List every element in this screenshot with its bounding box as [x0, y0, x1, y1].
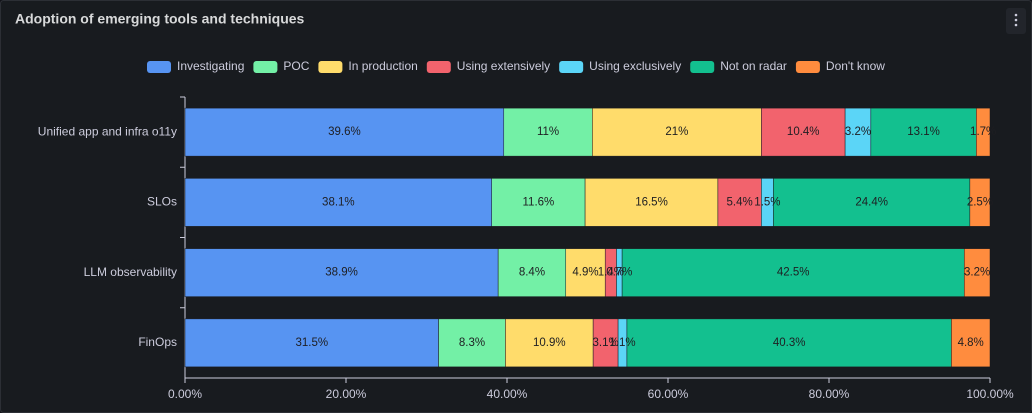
bar-segment — [969, 178, 991, 227]
bar-segment — [592, 318, 619, 368]
value-label: 4.9% — [572, 267, 598, 279]
x-tick-label: 60.00% — [648, 387, 689, 401]
bar-segment — [621, 248, 965, 297]
bar-segment — [491, 178, 586, 227]
legend-label: In production — [348, 59, 417, 73]
value-label: 16.5% — [635, 196, 668, 208]
value-label: 40.3% — [773, 337, 806, 349]
menu-dot — [1014, 13, 1018, 17]
bar-segment — [184, 248, 499, 297]
bar-segment — [951, 318, 991, 368]
value-label: 39.6% — [328, 126, 361, 138]
bar-segment — [761, 107, 846, 157]
x-tick-label: 20.00% — [326, 387, 367, 401]
bar-segment — [505, 318, 594, 368]
value-label: 8.4% — [519, 267, 545, 279]
value-label: 4.8% — [958, 337, 984, 349]
bar-segment — [184, 107, 505, 157]
bar-segment — [497, 248, 567, 297]
legend-swatch — [253, 61, 278, 73]
value-label: 38.9% — [325, 267, 358, 279]
value-label: 10.4% — [787, 126, 820, 138]
y-tick-label: Unified app and infra o11y — [38, 124, 177, 138]
value-label: 0.7% — [606, 267, 632, 279]
bar-segment — [592, 107, 762, 157]
legend-swatch — [318, 61, 343, 73]
value-label: 3.2% — [964, 267, 990, 279]
value-label: 11.6% — [523, 196, 555, 208]
value-label: 3.2% — [845, 126, 871, 138]
bar-segment — [844, 107, 872, 157]
value-label: 31.5% — [295, 337, 328, 349]
value-label: 1.5% — [754, 196, 780, 208]
value-label: 13.1% — [907, 126, 940, 138]
bar-segment — [565, 248, 606, 297]
bar-segment — [584, 178, 719, 227]
value-label: 1.1% — [609, 337, 635, 349]
legend-label: Using exclusively — [589, 59, 681, 73]
legend-swatch — [426, 61, 451, 73]
x-tick-label: 100.00% — [966, 387, 1014, 401]
legend-label: POC — [283, 59, 309, 73]
chart-title: Adoption of emerging tools and technique… — [15, 11, 305, 27]
value-label: 42.5% — [777, 267, 810, 279]
legend-swatch — [795, 61, 820, 73]
bar-segment — [626, 318, 952, 368]
bar-segment — [976, 107, 991, 157]
legend-label: Using extensively — [457, 59, 550, 73]
value-label: 1.4% — [598, 267, 624, 279]
value-label: 11% — [537, 126, 559, 138]
legend-label: Investigating — [177, 59, 244, 73]
bar-segment — [503, 107, 593, 157]
legend-swatch — [147, 61, 171, 73]
x-tick-label: 0.00% — [168, 387, 202, 401]
legend-label: Don't know — [826, 59, 885, 73]
legend-label: Not on radar — [720, 59, 787, 73]
panel-menu[interactable] — [1006, 8, 1026, 34]
bar-segment — [184, 318, 439, 368]
value-label: 38.1% — [322, 196, 355, 208]
bar-segment — [773, 178, 971, 227]
menu-dot — [1014, 23, 1018, 27]
value-label: 2.5% — [967, 196, 993, 208]
y-tick-label: SLOs — [147, 195, 177, 209]
value-label: 5.4% — [727, 196, 753, 208]
value-label: 24.4% — [855, 196, 888, 208]
x-tick-label: 40.00% — [487, 387, 528, 401]
bar-segment — [438, 318, 506, 368]
y-tick-label: FinOps — [138, 335, 177, 349]
value-label: 10.9% — [533, 337, 566, 349]
bar-segment — [184, 178, 492, 227]
x-tick-label: 80.00% — [809, 387, 850, 401]
value-label: 8.3% — [459, 337, 485, 349]
value-label: 3.1% — [593, 337, 619, 349]
legend-swatch — [559, 61, 584, 73]
menu-dot — [1014, 18, 1018, 22]
legend-swatch — [690, 61, 715, 73]
value-label: 1.7% — [970, 126, 996, 138]
value-label: 21% — [665, 126, 688, 138]
bar-segment — [963, 248, 991, 297]
y-tick-label: LLM observability — [84, 265, 177, 279]
